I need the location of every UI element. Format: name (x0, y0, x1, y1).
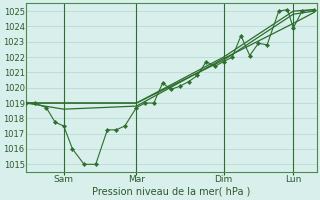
X-axis label: Pression niveau de la mer( hPa ): Pression niveau de la mer( hPa ) (92, 187, 251, 197)
